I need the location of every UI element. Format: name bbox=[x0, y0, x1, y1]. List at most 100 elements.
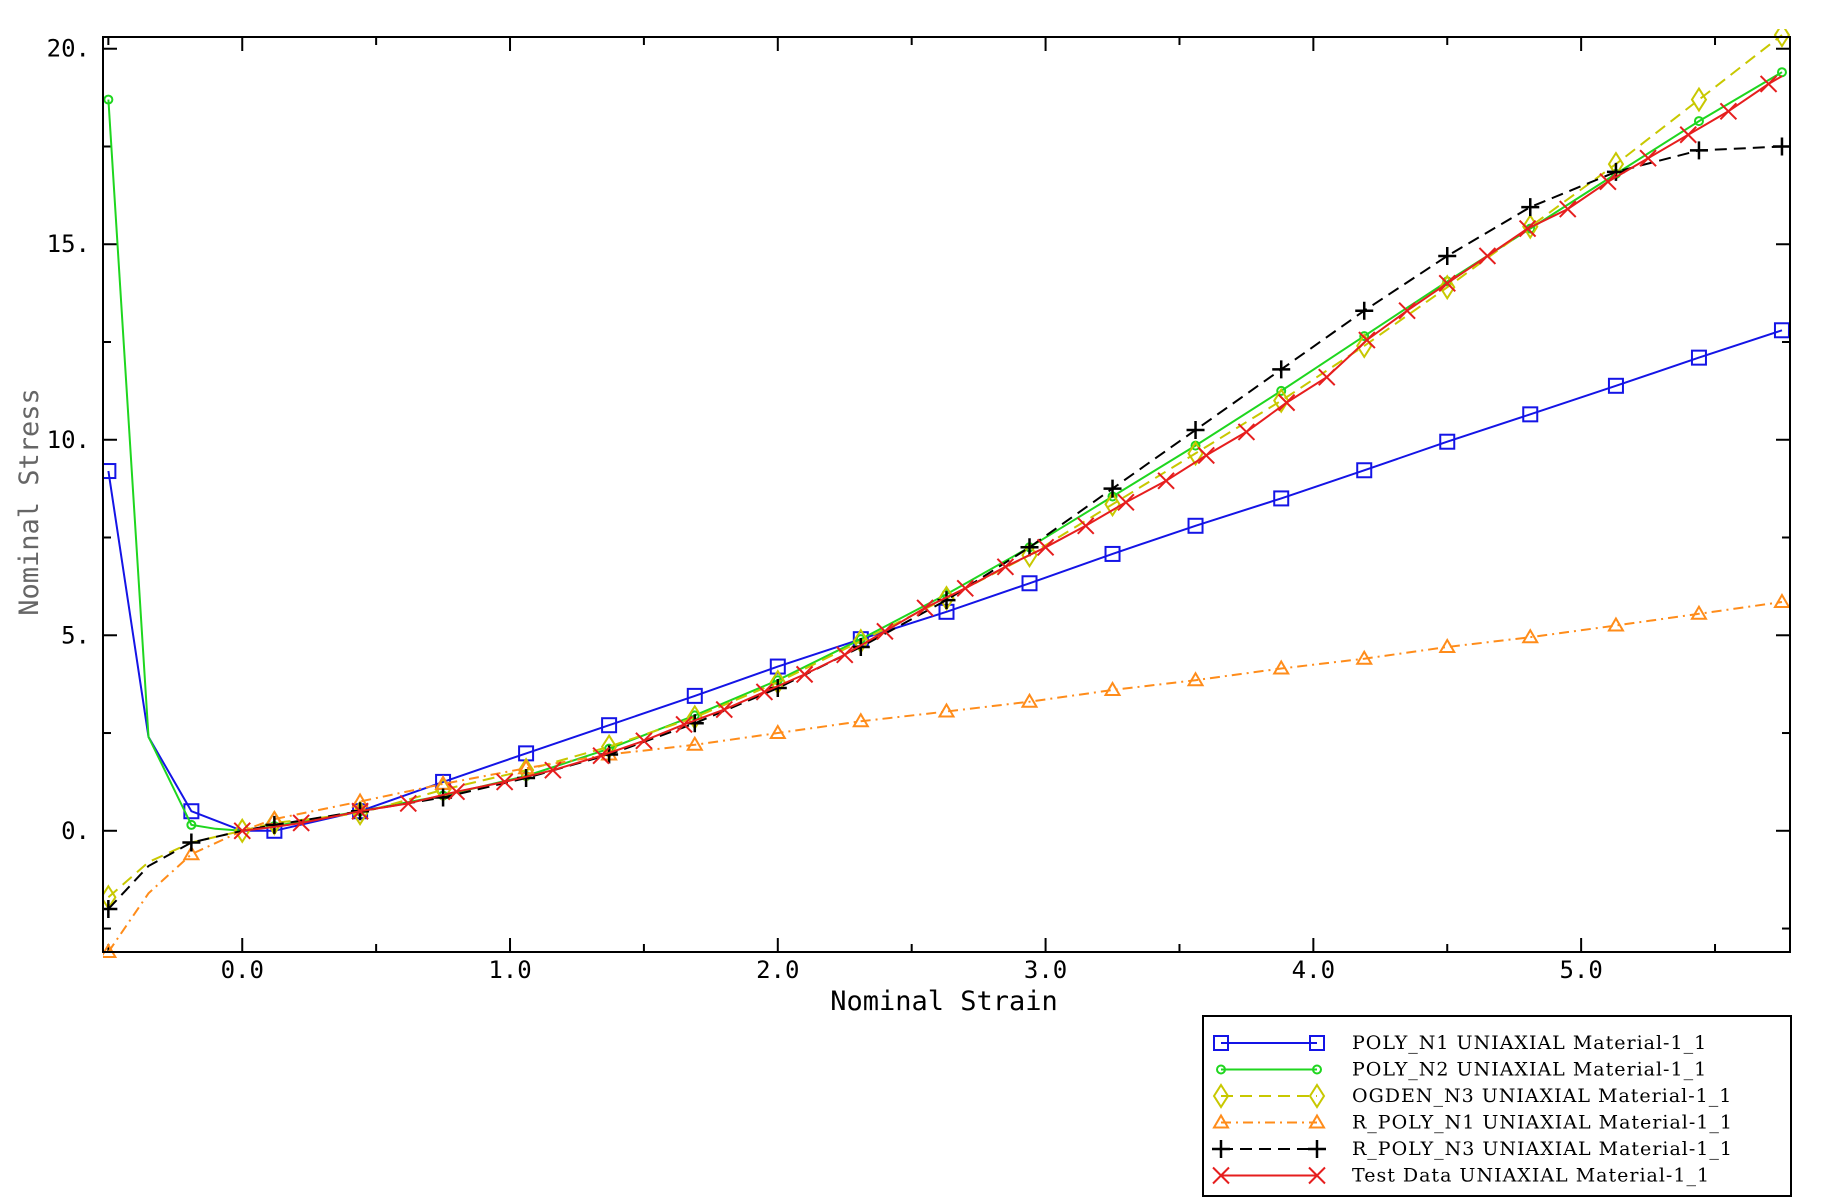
legend-label: POLY_N2 UNIAXIAL Material-1_1 bbox=[1352, 1059, 1707, 1081]
data-point bbox=[1438, 246, 1457, 265]
x-axis-title: Nominal Strain bbox=[830, 986, 1058, 1017]
data-point bbox=[1693, 116, 1704, 127]
data-point bbox=[1020, 538, 1039, 557]
legend-label: Test Data UNIAXIAL Material-1_1 bbox=[1352, 1165, 1710, 1187]
data-point bbox=[852, 712, 870, 728]
data-point bbox=[1272, 360, 1291, 379]
data-point bbox=[1679, 126, 1697, 144]
data-point bbox=[1690, 86, 1708, 113]
data-point bbox=[769, 658, 786, 675]
data-point bbox=[1355, 649, 1373, 665]
legend-marker-end bbox=[1308, 1113, 1326, 1129]
data-point bbox=[996, 558, 1015, 576]
data-point bbox=[1719, 102, 1738, 121]
y-tick-label: 20. bbox=[47, 35, 90, 63]
x-tick-label: 2.0 bbox=[756, 956, 799, 984]
data-point bbox=[265, 815, 284, 834]
data-point bbox=[1690, 604, 1708, 620]
x-tick-label: 0.0 bbox=[221, 956, 264, 984]
data-point bbox=[1036, 538, 1055, 556]
legend-marker-end bbox=[1309, 1035, 1325, 1051]
x-tick-label: 3.0 bbox=[1024, 956, 1067, 984]
data-point bbox=[769, 724, 787, 740]
data-point bbox=[1689, 141, 1708, 160]
data-point bbox=[675, 715, 693, 734]
data-point bbox=[601, 717, 618, 734]
y-axis-title: Nominal Stress bbox=[14, 388, 45, 616]
legend-entry: R_POLY_N3 UNIAXIAL Material-1_1 bbox=[1212, 1138, 1732, 1160]
data-point bbox=[1272, 659, 1290, 675]
data-point bbox=[755, 683, 774, 701]
data-point bbox=[836, 646, 854, 664]
data-point bbox=[851, 638, 870, 656]
plot-frame bbox=[102, 36, 1791, 953]
data-point bbox=[1518, 219, 1537, 238]
data-point bbox=[1157, 472, 1175, 490]
legend-marker-end bbox=[1312, 1064, 1322, 1075]
legend: POLY_N1 UNIAXIAL Material-1_1 POLY_N2 UNI… bbox=[1202, 1015, 1792, 1197]
data-point bbox=[1522, 406, 1539, 423]
axis-ticks bbox=[103, 37, 1790, 952]
data-point bbox=[1356, 462, 1373, 479]
data-point bbox=[186, 819, 197, 830]
data-point bbox=[916, 599, 934, 617]
data-point bbox=[1020, 692, 1039, 708]
series-6 bbox=[233, 75, 1783, 840]
data-point bbox=[1439, 433, 1456, 450]
x-tick-label: 4.0 bbox=[1292, 956, 1335, 984]
data-point bbox=[1273, 490, 1290, 507]
tick-labels: 0.0 1.0 2.0 3.0 4.0 5.0 0. 5. 10. 15. 20. bbox=[47, 35, 1603, 984]
data-point bbox=[795, 665, 814, 684]
data-point bbox=[103, 899, 118, 918]
legend-marker-start bbox=[1212, 1113, 1230, 1129]
plot-series bbox=[103, 29, 1791, 958]
data-point bbox=[686, 687, 703, 704]
series-line bbox=[107, 601, 1783, 953]
data-point bbox=[1318, 368, 1336, 386]
data-point bbox=[1021, 575, 1038, 592]
data-point bbox=[1276, 385, 1287, 396]
legend-marker-start bbox=[1212, 1083, 1230, 1109]
data-point bbox=[1559, 200, 1577, 218]
series-line bbox=[107, 71, 1783, 832]
data-point bbox=[1773, 593, 1791, 609]
data-point bbox=[1273, 387, 1290, 414]
data-point bbox=[956, 579, 974, 598]
data-point bbox=[1773, 322, 1790, 339]
data-point bbox=[399, 794, 417, 813]
legend-marker-start bbox=[1212, 1166, 1230, 1185]
series-4 bbox=[103, 593, 1791, 958]
data-point bbox=[1117, 493, 1135, 512]
data-point bbox=[1759, 75, 1778, 93]
data-point bbox=[1186, 671, 1205, 687]
data-point bbox=[1639, 149, 1657, 167]
legend-entry: OGDEN_N3 UNIAXIAL Material-1_1 bbox=[1212, 1083, 1731, 1109]
data-point bbox=[233, 822, 251, 840]
data-point bbox=[1358, 331, 1376, 349]
legend-marker-start bbox=[1216, 1064, 1226, 1075]
legend-marker-end bbox=[1308, 1166, 1326, 1185]
legend-marker-start bbox=[1213, 1035, 1229, 1051]
data-point bbox=[1607, 616, 1625, 632]
x-tick-label: 1.0 bbox=[488, 956, 531, 984]
data-point bbox=[715, 700, 733, 719]
legend-marker-end bbox=[1308, 1140, 1326, 1158]
legend-label: POLY_N1 UNIAXIAL Material-1_1 bbox=[1352, 1032, 1707, 1054]
data-point bbox=[1772, 137, 1791, 156]
data-point bbox=[544, 761, 562, 779]
data-point bbox=[1398, 302, 1416, 320]
data-point bbox=[1077, 517, 1095, 535]
data-point bbox=[447, 782, 466, 801]
data-point bbox=[351, 802, 369, 820]
legend-marker-start bbox=[1212, 1140, 1230, 1158]
y-tick-label: 15. bbox=[47, 230, 90, 258]
data-point bbox=[635, 732, 653, 750]
data-point bbox=[1187, 517, 1204, 534]
data-point bbox=[292, 814, 310, 832]
data-point bbox=[1104, 545, 1121, 562]
data-point bbox=[937, 702, 956, 718]
y-tick-label: 0. bbox=[61, 817, 90, 845]
data-point bbox=[1103, 681, 1122, 697]
data-point bbox=[103, 463, 117, 480]
